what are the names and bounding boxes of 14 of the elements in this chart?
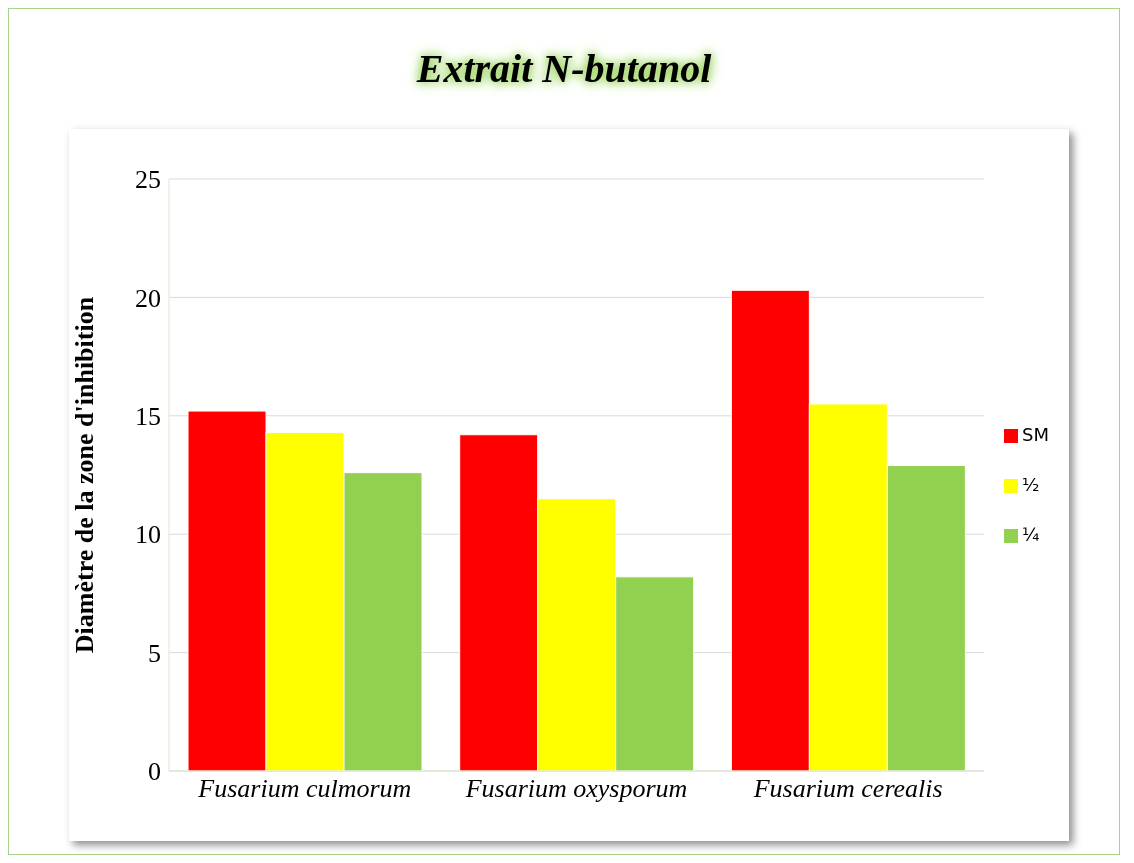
x-tick-label: Fusarium culmorum — [197, 774, 412, 804]
x-tick-label: Fusarium oxysporum — [464, 774, 688, 804]
y-tick-label: 10 — [135, 520, 161, 550]
y-axis-title: Diamètre de la zone d'inhibition — [70, 296, 100, 654]
y-tick-label: 0 — [148, 757, 161, 787]
x-tick-label: Fusarium cerealis — [752, 774, 943, 804]
chart-title: Extrait N-butanol — [415, 45, 713, 92]
y-tick-label: 15 — [135, 402, 161, 432]
y-tick-label: 5 — [148, 638, 161, 668]
legend-label: ½ — [1022, 474, 1040, 495]
y-tick-label: 25 — [135, 165, 161, 195]
legend-label: ¼ — [1022, 524, 1040, 545]
y-tick-label: 20 — [135, 283, 161, 313]
legend-label: SM — [1022, 424, 1049, 445]
